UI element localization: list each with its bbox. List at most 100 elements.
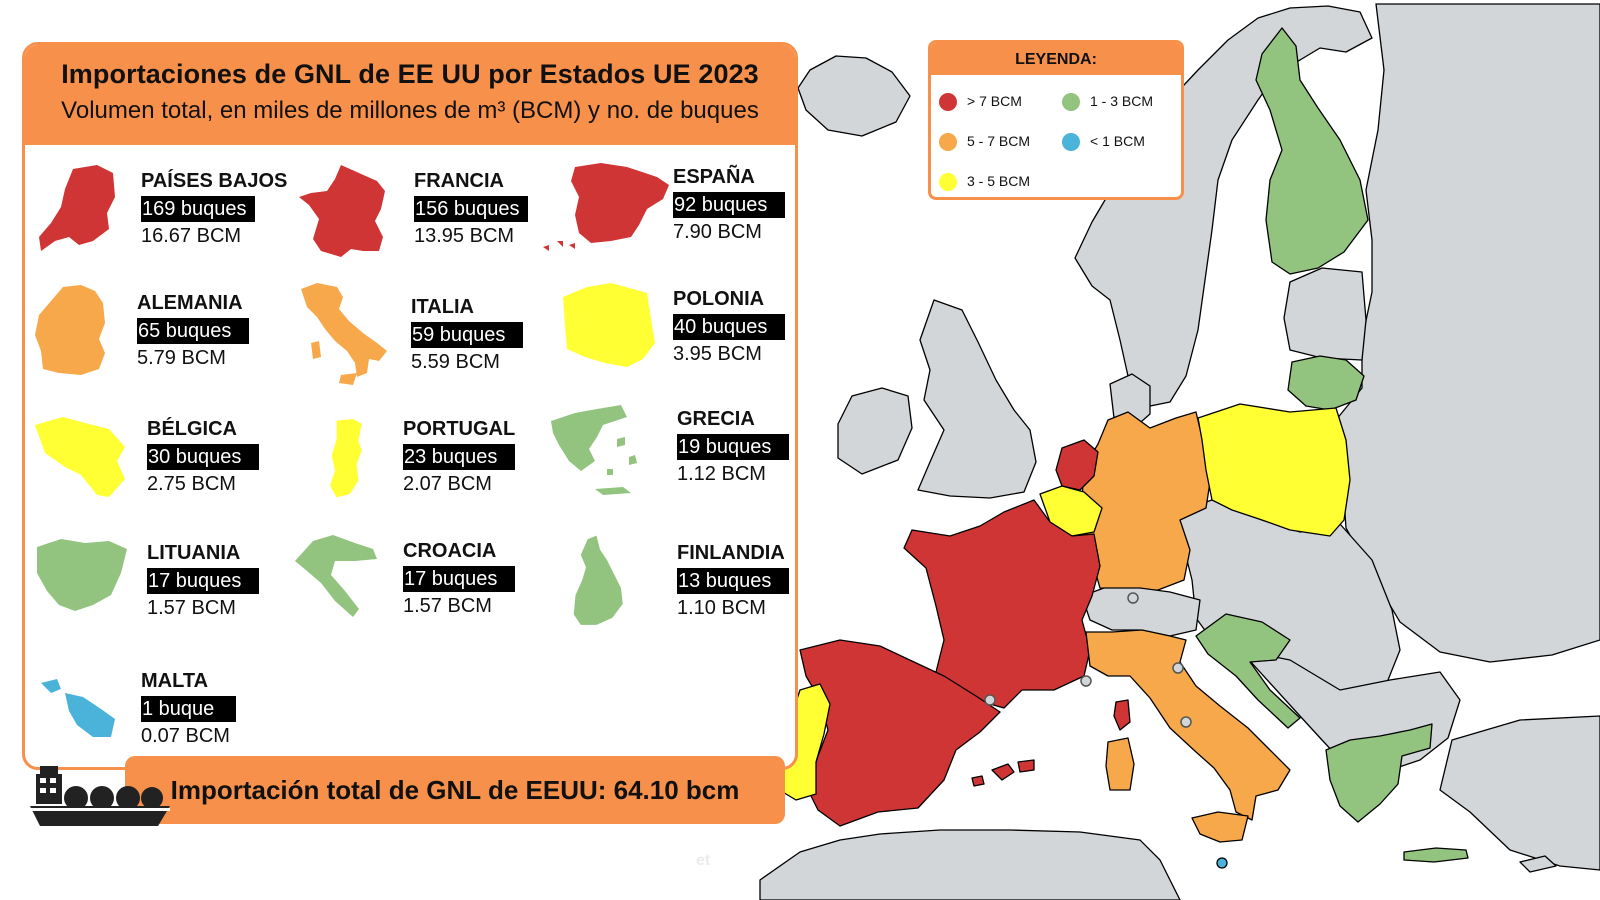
sardinia-map-shape: [1105, 737, 1135, 791]
ships-badge: 65 buques: [137, 318, 249, 344]
legend-item-lt1: < 1 BCM: [1062, 133, 1145, 152]
ships-badge: 19 buques: [677, 434, 789, 460]
country-card-finland: FINLANDIA 13 buques 1.10 BCM: [565, 527, 795, 637]
bcm-value: 3.95 BCM: [673, 343, 762, 365]
terminal-marker: [984, 694, 996, 706]
terminal-marker: [1172, 662, 1184, 674]
ships-badge: 30 buques: [147, 444, 259, 470]
country-name: MALTA: [141, 670, 209, 692]
ships-badge: 17 buques: [403, 566, 515, 592]
bcm-value: 1.57 BCM: [147, 597, 236, 619]
balearic-islands-shape: [971, 759, 1035, 787]
country-card-lithuania: LITUANIA 17 buques 1.57 BCM: [33, 533, 288, 643]
terminal-marker: [1180, 716, 1192, 728]
poland-map-shape: [1197, 403, 1351, 537]
north-africa-region: [759, 829, 1181, 900]
ships-badge: 17 buques: [147, 568, 259, 594]
europe-map: [759, 3, 1600, 900]
france-shape-icon: [299, 165, 385, 257]
legend-title: LEYENDA:: [931, 43, 1181, 75]
netherlands-map-shape: [1055, 439, 1099, 491]
legend-swatch: [1062, 93, 1080, 112]
legend-item-gt7: > 7 BCM: [939, 93, 1022, 112]
info-panel: Importaciones de GNL de EE UU por Estado…: [22, 42, 798, 770]
legend-swatch: [1062, 133, 1080, 152]
country-name: BÉLGICA: [147, 418, 237, 440]
country-name: ALEMANIA: [137, 292, 243, 314]
legend-item-5to7: 5 - 7 BCM: [939, 133, 1030, 152]
ships-badge: 23 buques: [403, 444, 515, 470]
ships-badge: 13 buques: [677, 568, 789, 594]
ships-badge: 92 buques: [673, 192, 785, 218]
ships-badge: 156 buques: [414, 196, 528, 222]
page-subtitle: Volumen total, en miles de millones de m…: [61, 97, 759, 124]
country-card-germany: ALEMANIA 65 buques 5.79 BCM: [33, 283, 288, 393]
bcm-value: 1.10 BCM: [677, 597, 766, 619]
iceland-region: [797, 55, 911, 137]
country-name: POLONIA: [673, 288, 765, 310]
sicily-map-shape: [1191, 811, 1249, 843]
bcm-value: 5.59 BCM: [411, 351, 500, 373]
bcm-value: 2.75 BCM: [147, 473, 236, 495]
ships-badge: 59 buques: [411, 322, 523, 348]
greece-shape-icon: [551, 405, 637, 495]
country-card-portugal: PORTUGAL 23 buques 2.07 BCM: [325, 409, 580, 519]
bcm-value: 5.79 BCM: [137, 347, 226, 369]
country-card-spain: ESPAÑA 92 buques 7.90 BCM: [535, 161, 790, 271]
total-import-label: Importación total de GNL de EEUU: 64.10 …: [170, 775, 740, 805]
legend-swatch: [939, 133, 957, 152]
country-name: CROACIA: [403, 540, 497, 562]
croatia-map-shape: [1195, 613, 1301, 729]
legend-item-3to5: 3 - 5 BCM: [939, 173, 1030, 192]
cyprus-region: [1519, 855, 1557, 873]
country-card-belgium: BÉLGICA 30 buques 2.75 BCM: [33, 409, 288, 519]
corsica-map-shape: [1113, 699, 1131, 731]
netherlands-shape-icon: [39, 165, 115, 251]
lithuania-shape-icon: [37, 539, 127, 611]
total-banner: Importación total de GNL de EEUU: 64.10 …: [125, 756, 785, 824]
country-card-poland: POLONIA 40 buques 3.95 BCM: [557, 279, 795, 389]
country-name: LITUANIA: [147, 542, 241, 564]
country-name: ITALIA: [411, 296, 474, 318]
country-name: PAÍSES BAJOS: [141, 170, 288, 192]
crete-map-shape: [1403, 847, 1469, 863]
northeast-region: [1335, 3, 1600, 663]
baltic-states-region: [1283, 267, 1367, 361]
bcm-value: 1.12 BCM: [677, 463, 766, 485]
ships-badge: 40 buques: [673, 314, 785, 340]
country-card-france: FRANCIA 156 buques 13.95 BCM: [297, 163, 552, 273]
lithuania-map-shape: [1287, 355, 1365, 411]
panel-header: Importaciones de GNL de EE UU por Estado…: [25, 45, 795, 145]
bcm-value: 1.57 BCM: [403, 595, 492, 617]
country-name: FRANCIA: [414, 170, 504, 192]
watermark: et: [696, 852, 711, 869]
great-britain-region: [917, 299, 1037, 499]
country-card-greece: GRECIA 19 buques 1.12 BCM: [545, 399, 795, 509]
lng-tanker-icon: [30, 766, 170, 826]
legend-swatch: [939, 173, 957, 192]
croatia-shape-icon: [295, 535, 377, 617]
ships-badge: 169 buques: [141, 196, 255, 222]
country-name: FINLANDIA: [677, 542, 785, 564]
terminal-marker: [1127, 592, 1139, 604]
ships-badge: 1 buque: [141, 696, 236, 722]
country-card-netherlands: PAÍSES BAJOS 169 buques 16.67 BCM: [35, 163, 290, 273]
page-title: Importaciones de GNL de EE UU por Estado…: [61, 59, 759, 89]
italy-shape-icon: [301, 283, 387, 385]
country-card-croatia: CROACIA 17 buques 1.57 BCM: [291, 531, 546, 641]
germany-shape-icon: [35, 285, 105, 375]
country-card-italy: ITALIA 59 buques 5.59 BCM: [297, 281, 552, 391]
terminal-marker: [1080, 675, 1092, 687]
country-name: GRECIA: [677, 408, 755, 430]
country-name: PORTUGAL: [403, 418, 516, 440]
country-card-malta: MALTA 1 buque 0.07 BCM: [33, 657, 288, 767]
poland-shape-icon: [563, 283, 655, 367]
turkey-region: [1439, 715, 1600, 871]
bcm-value: 13.95 BCM: [414, 225, 515, 247]
spain-map-shape: [799, 639, 1001, 827]
belgium-shape-icon: [35, 417, 125, 497]
finland-shape-icon: [573, 535, 623, 625]
malta-map-marker: [1216, 857, 1228, 869]
spain-shape-icon: [543, 163, 669, 251]
legend: LEYENDA: > 7 BCM 1 - 3 BCM 5 - 7 BCM < 1…: [928, 40, 1184, 200]
